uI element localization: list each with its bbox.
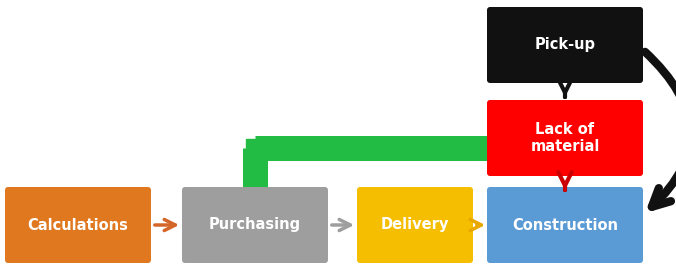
Text: Pick-up: Pick-up [535,38,596,53]
Bar [246,139,264,157]
Text: Delivery: Delivery [381,218,449,233]
FancyBboxPatch shape [5,187,151,263]
FancyBboxPatch shape [487,187,643,263]
Text: Purchasing: Purchasing [209,218,301,233]
FancyBboxPatch shape [182,187,328,263]
FancyBboxPatch shape [487,100,643,176]
FancyBboxPatch shape [357,187,473,263]
Text: Lack of
material: Lack of material [530,122,600,154]
Text: Construction: Construction [512,218,618,233]
FancyBboxPatch shape [487,7,643,83]
Text: Calculations: Calculations [28,218,128,233]
